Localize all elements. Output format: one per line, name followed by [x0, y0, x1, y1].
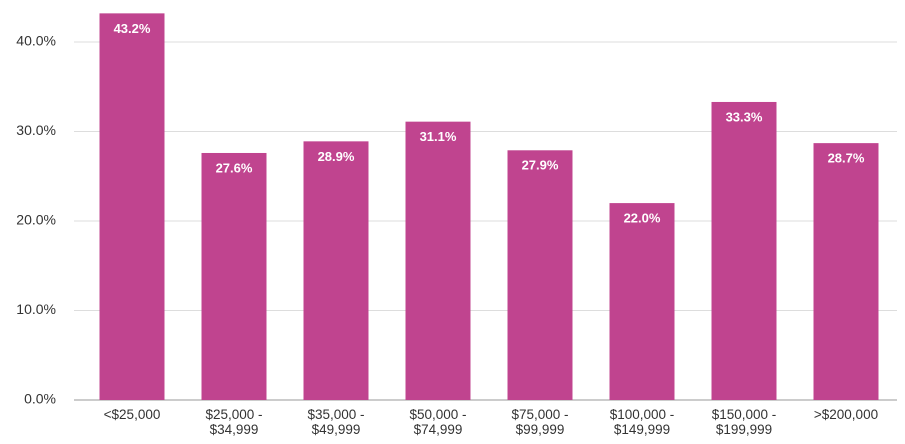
y-tick-label: 30.0%	[16, 122, 56, 138]
x-tick-label: $25,000 - $34,999	[205, 407, 263, 437]
value-label: 28.9%	[318, 149, 355, 164]
x-tick-label: $100,000 - $149,999	[609, 407, 675, 437]
x-tick-label: $75,000 - $99,999	[511, 407, 569, 437]
bar	[813, 143, 879, 400]
value-label: 31.1%	[420, 129, 457, 144]
value-label: 33.3%	[726, 109, 763, 124]
bar	[405, 121, 471, 400]
bar	[201, 152, 267, 400]
bar	[711, 101, 777, 400]
x-tick-label: $150,000 - $199,999	[711, 407, 777, 437]
value-label: 27.6%	[216, 160, 253, 175]
bar	[99, 13, 165, 401]
value-label: 27.9%	[522, 158, 559, 173]
bar	[609, 203, 675, 400]
y-tick-label: 20.0%	[16, 212, 56, 228]
y-tick-label: 40.0%	[16, 33, 56, 49]
value-label: 28.7%	[828, 151, 865, 166]
x-tick-label: <$25,000	[103, 407, 161, 422]
y-tick-label: 10.0%	[16, 301, 56, 317]
x-tick-label: $50,000 - $74,999	[409, 407, 467, 437]
value-label: 22.0%	[624, 211, 661, 226]
y-tick-label: 0.0%	[24, 391, 56, 407]
bar	[507, 150, 573, 400]
x-tick-label: >$200,000	[813, 407, 879, 422]
value-label: 43.2%	[114, 21, 151, 36]
x-tick-label: $35,000 - $49,999	[307, 407, 365, 437]
bar	[303, 141, 369, 400]
